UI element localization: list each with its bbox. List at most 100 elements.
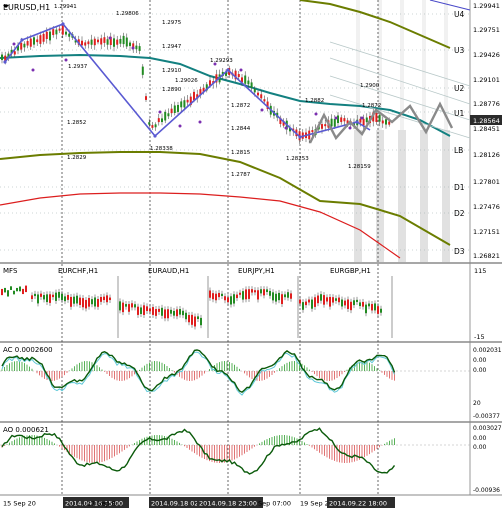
- candle-body: [343, 118, 346, 122]
- current-price-box: [470, 115, 502, 125]
- candle-body: [161, 118, 163, 123]
- candle-body: [97, 39, 99, 43]
- pair-candle-body: [70, 296, 72, 307]
- candle-body: [196, 94, 199, 99]
- price-tick-6: 1.28451: [473, 125, 500, 133]
- candle-body: [362, 118, 365, 126]
- ao-panel-title: AO 0.000621: [3, 426, 49, 434]
- pair-candle-body: [58, 291, 60, 298]
- forecast-shade-1: [376, 130, 384, 262]
- level-label-D1: D1: [454, 183, 465, 192]
- pair-candle-body: [242, 291, 244, 300]
- candle-body: [151, 125, 154, 128]
- level-label-U3: U3: [454, 46, 464, 55]
- pair-candle-body: [155, 309, 157, 316]
- current-price-label: 1.28564: [473, 117, 500, 125]
- zigzag-point-3: [153, 134, 157, 138]
- ao-main-line: [1, 427, 396, 475]
- pair-candle-body: [311, 299, 313, 309]
- zigzag-points: [3, 22, 359, 139]
- candle-body: [74, 40, 77, 43]
- ac-main-line: [1, 349, 396, 394]
- level-label-LB: LB: [454, 146, 463, 155]
- candle-body: [279, 117, 282, 124]
- level-labels: U4 U3 U2 U1 LB D1 D2 D3: [454, 10, 465, 256]
- candle-body: [282, 120, 285, 126]
- pair-candle-body: [302, 302, 304, 310]
- moving-average-olive: [0, 151, 451, 246]
- time-label-4: 2014.09.18 23:00: [199, 500, 257, 508]
- candle-body: [189, 96, 192, 106]
- pair-candle-body: [305, 301, 307, 306]
- candle-body: [1, 54, 3, 60]
- trend-line-top: [429, 0, 471, 11]
- pair-candle-body: [314, 297, 316, 307]
- pair-candle-body: [230, 296, 232, 305]
- pair-candle-body: [377, 306, 379, 314]
- annotation-a17: 1.2882: [305, 98, 324, 104]
- price-tick-10: 1.27151: [473, 228, 500, 236]
- pair-candle-body: [272, 292, 274, 301]
- time-label-3: 2014.09.18 02:00: [151, 500, 209, 508]
- zigzag-point-0: [3, 60, 7, 64]
- pair-candle-body: [350, 301, 352, 311]
- pair-candle-body: [100, 297, 102, 302]
- pairs-axis-top: 115: [474, 267, 486, 275]
- price-tick-0: 1.29941: [473, 2, 500, 10]
- pair-candle-body: [254, 290, 256, 293]
- candle-body: [20, 42, 23, 50]
- ac-axis-0: 0.002031: [473, 347, 502, 354]
- forecast-path: [308, 101, 454, 144]
- pair-candle-body: [79, 297, 81, 305]
- pair-candle-body: [122, 302, 124, 313]
- pair-candle-body: [362, 301, 364, 307]
- pair-candle-body: [212, 293, 214, 300]
- pair-candle-body: [263, 289, 265, 296]
- forecast-shade-4: [442, 130, 450, 262]
- pair-candle-body: [128, 304, 130, 312]
- moving-average-olive-upper: [299, 0, 451, 49]
- annotation-a5: 1.2910: [162, 68, 182, 74]
- candle-body: [257, 92, 259, 96]
- time-label-6: 19 Sep 2: [300, 500, 329, 508]
- pair-candle-body: [245, 289, 247, 300]
- candle-body: [154, 124, 157, 128]
- candle-body: [23, 43, 26, 48]
- chart-menu-icon[interactable]: [3, 5, 9, 8]
- pairs-axis-bottom: -15: [474, 333, 485, 341]
- pair-candle-body: [374, 303, 376, 311]
- candle-body: [157, 118, 160, 123]
- pair-candle-body: [173, 310, 175, 316]
- annotation-a15: 1.2787: [231, 172, 251, 178]
- pair-candle-body: [49, 294, 51, 303]
- fractal-10: [260, 108, 264, 112]
- price-tick-3: 1.29101: [473, 76, 500, 84]
- annotation-a2: 1.2975: [162, 20, 182, 26]
- ac-axis-4: -0.00377: [473, 413, 500, 420]
- candle-body: [129, 42, 131, 46]
- pair-candle-body: [109, 297, 111, 301]
- candle-body: [333, 118, 336, 127]
- fractal-5: [158, 110, 162, 114]
- price-tick-2: 1.29426: [473, 51, 500, 59]
- candle-body: [4, 55, 7, 62]
- candle-body: [81, 40, 83, 46]
- candle-body: [193, 91, 195, 101]
- pair-candle-body: [182, 310, 184, 316]
- candle-body: [346, 120, 349, 125]
- candle-body: [33, 37, 35, 45]
- candle-body: [167, 113, 170, 117]
- pair-candle-body: [31, 295, 33, 300]
- annotation-a1: 1.29806: [116, 11, 139, 17]
- fractal-8: [213, 62, 217, 66]
- candle-body: [90, 39, 93, 45]
- pair-candle-body: [140, 307, 142, 315]
- pair-candle-body: [215, 293, 217, 301]
- candle-body: [106, 39, 109, 45]
- candle-body: [177, 104, 179, 112]
- forecast-shade-top-3: [422, 0, 426, 130]
- pair-candle-body: [134, 304, 136, 308]
- annotation-a6: 1.29026: [175, 78, 198, 84]
- candle-body: [253, 88, 256, 93]
